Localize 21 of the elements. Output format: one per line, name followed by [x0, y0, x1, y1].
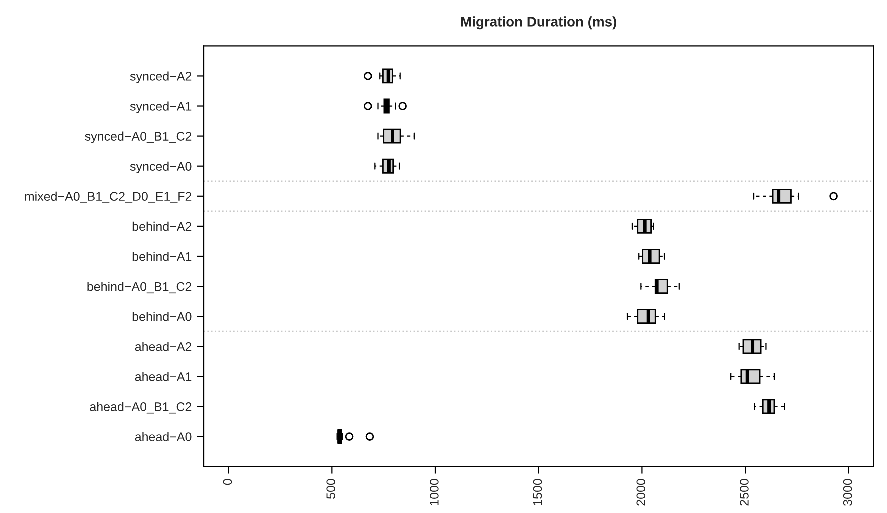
y-tick-label: ahead−A0_B1_C2: [90, 402, 192, 414]
x-tick-label: 500: [326, 479, 336, 499]
y-tick-label: mixed−A0_B1_C2_D0_E1_F2: [25, 192, 192, 204]
y-tick-label: synced−A0_B1_C2: [85, 132, 192, 144]
y-tick-label: synced−A2: [130, 72, 192, 84]
x-tick-label: 0: [223, 479, 232, 486]
y-tick-label: ahead−A0: [135, 432, 192, 442]
x-tick-label: 1500: [533, 479, 542, 506]
x-tick-label: 2500: [740, 479, 749, 506]
y-tick-label: behind−A0_B1_C2: [88, 282, 192, 294]
y-tick-label: behind−A2: [132, 222, 192, 232]
chart-title: Migration Duration (ms): [461, 16, 616, 30]
y-tick-label: behind−A1: [132, 252, 192, 262]
y-tick-label: behind−A0: [132, 312, 192, 322]
x-tick-label: 2000: [636, 479, 646, 506]
y-tick-label: synced−A1: [130, 102, 192, 114]
x-tick-label: 3000: [843, 479, 852, 506]
y-tick-label: ahead−A2: [135, 342, 192, 352]
y-tick-label: ahead−A1: [135, 372, 192, 382]
y-tick-label: synced−A0: [130, 162, 192, 174]
x-tick-label: 1000: [430, 479, 439, 506]
